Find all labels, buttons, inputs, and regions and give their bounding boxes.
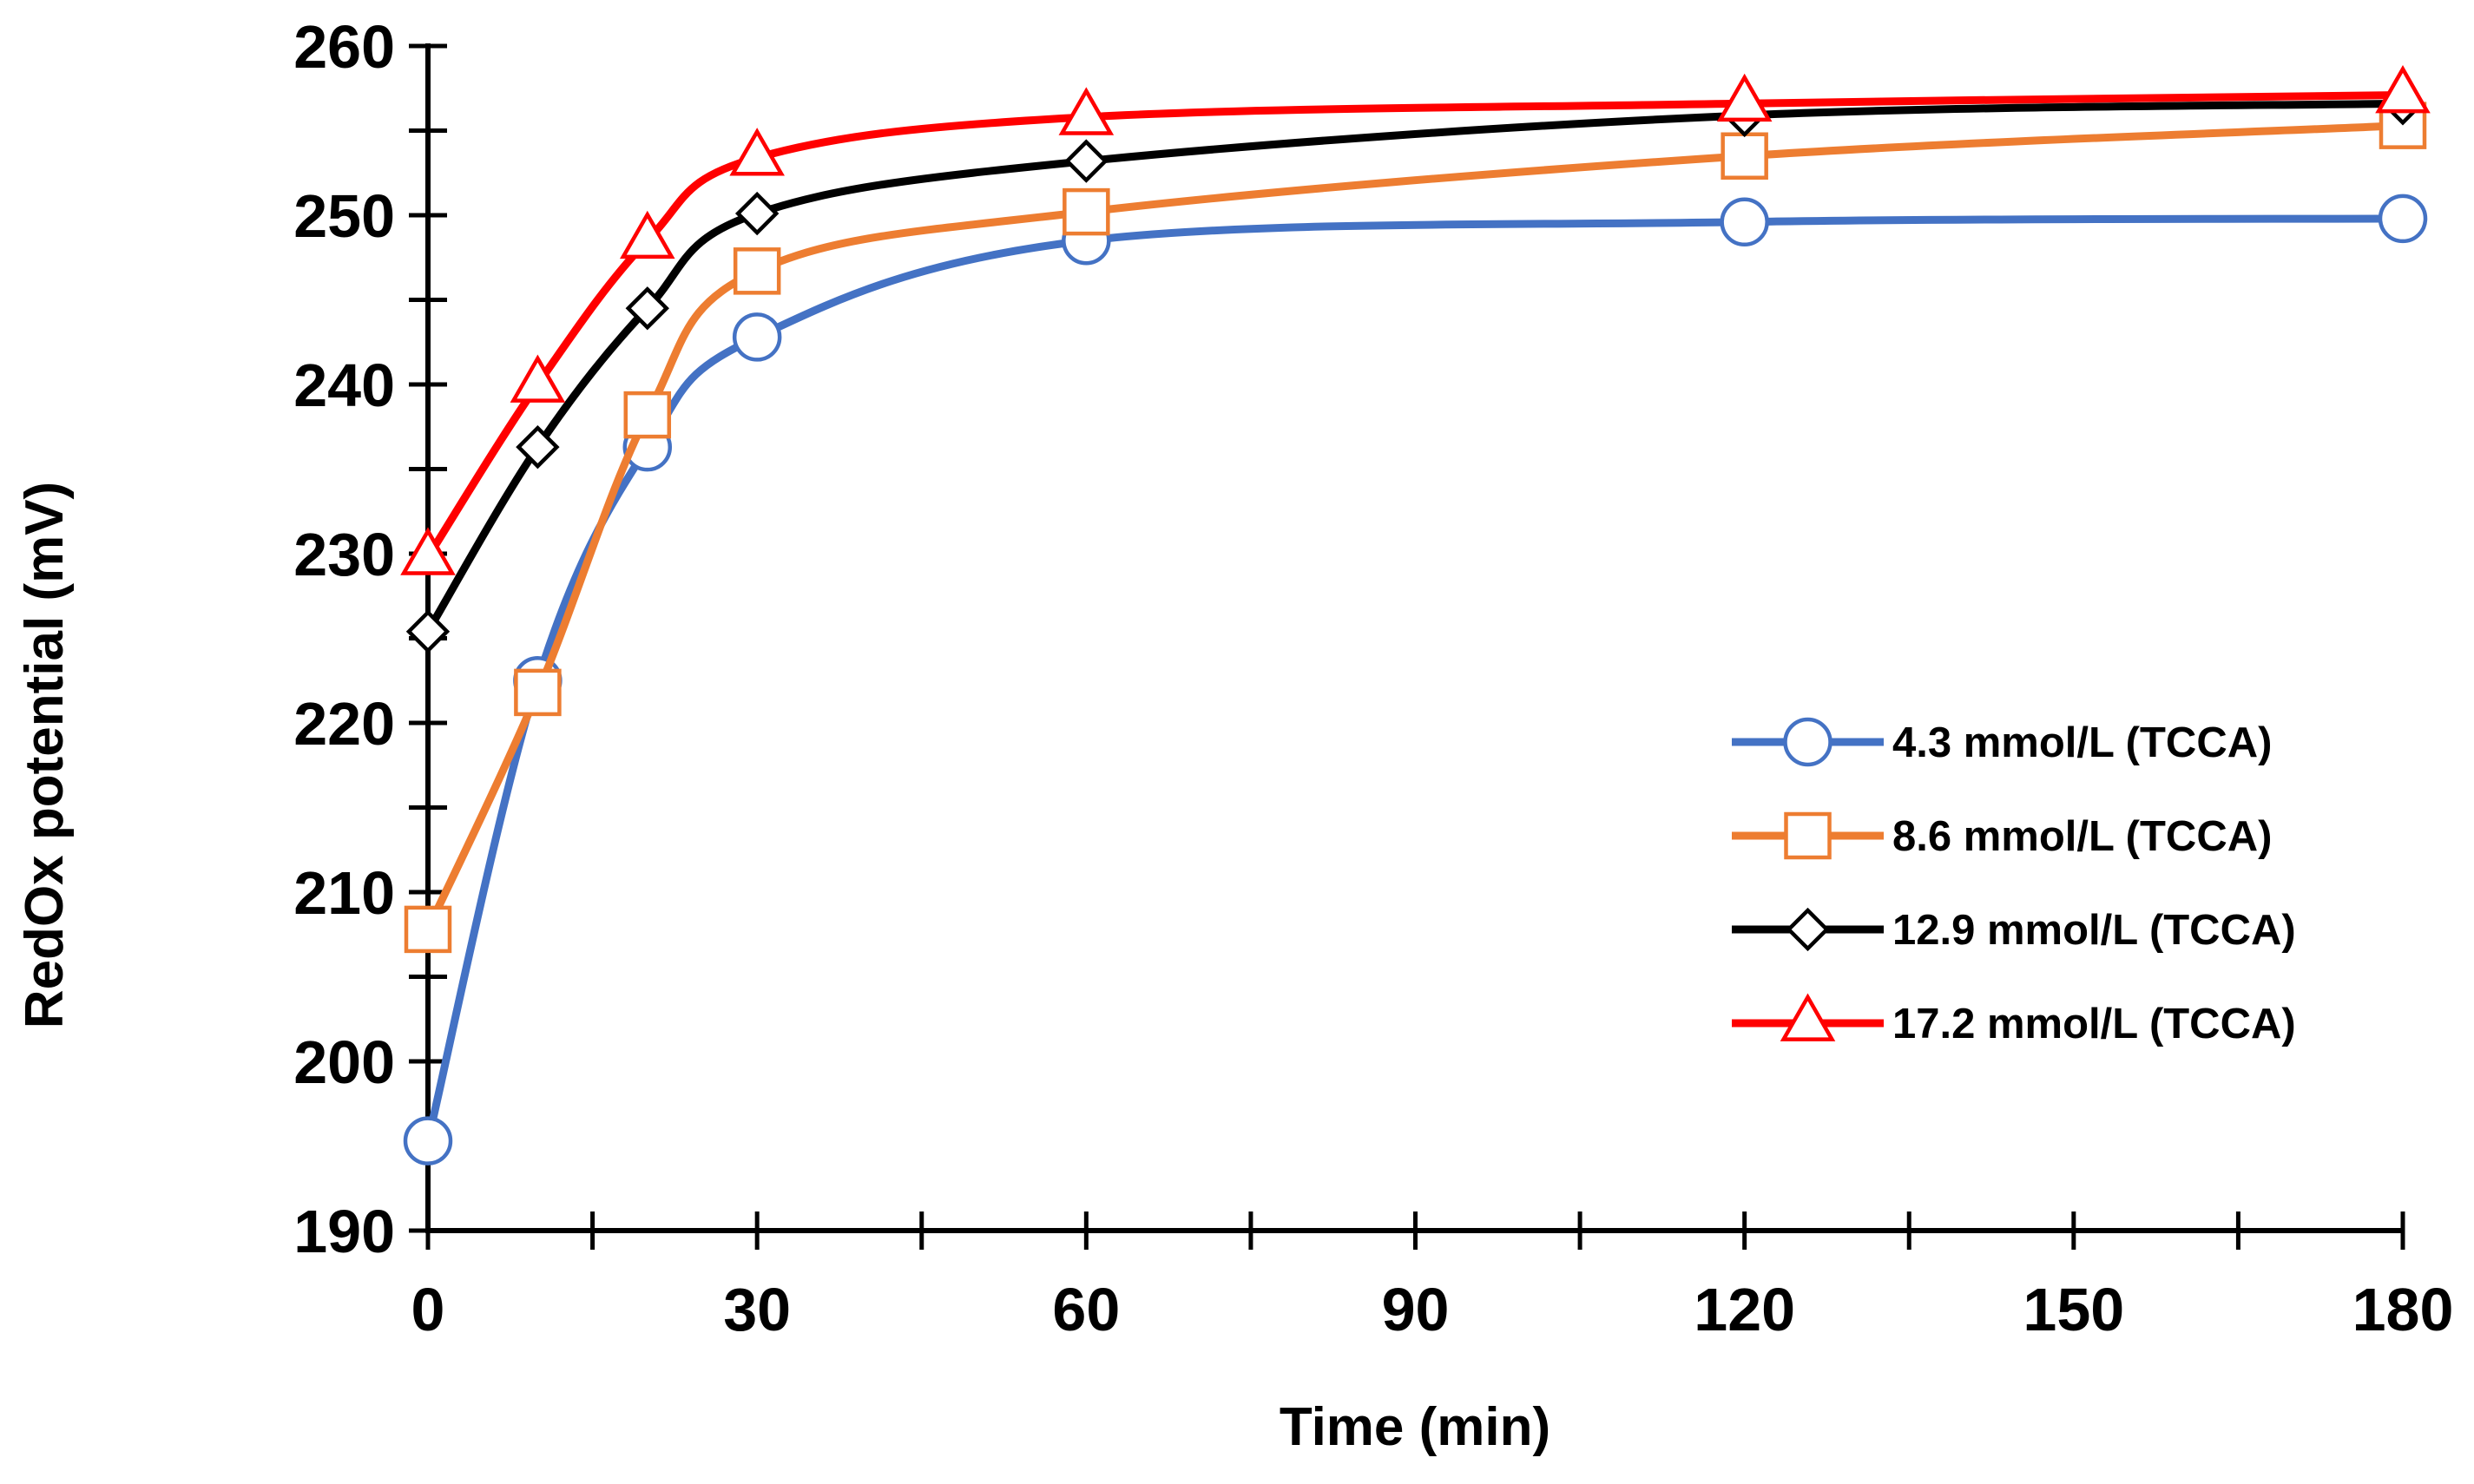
data-point (2375, 65, 2431, 114)
legend-marker (1783, 717, 1832, 767)
data-point (734, 191, 780, 236)
x-tick-label: 180 (2352, 1276, 2454, 1343)
legend-marker (1784, 811, 1832, 860)
y-axis-title: RedOx potential (mV) (15, 482, 75, 1028)
legend-label: 12.9 mmol/L (TCCA) (1892, 907, 2296, 954)
y-tick-label: 250 (293, 182, 395, 250)
legend-item: 8.6 mmol/L (TCCA) (1732, 811, 2272, 860)
series-line (424, 91, 2407, 561)
data-point (1721, 132, 1768, 180)
data-point (1063, 187, 1110, 236)
y-tick-label: 210 (293, 859, 395, 927)
data-point (405, 609, 451, 653)
data-point (623, 391, 672, 439)
data-point (1058, 87, 1115, 135)
series-line (424, 99, 2407, 636)
data-point (400, 527, 456, 575)
legend-item: 12.9 mmol/L (TCCA) (1732, 907, 2296, 954)
data-point (514, 668, 562, 717)
data-point (732, 312, 782, 362)
legend-label: 8.6 mmol/L (TCCA) (1892, 813, 2272, 860)
data-point (404, 905, 452, 954)
series-2 (404, 102, 2427, 954)
x-axis-title: Time (min) (1280, 1397, 1550, 1457)
legend-label: 4.3 mmol/L (TCCA) (1892, 719, 2272, 766)
y-tick-label: 260 (293, 13, 395, 81)
legend-item: 17.2 mmol/L (TCCA) (1732, 993, 2296, 1047)
x-tick-label: 60 (1052, 1276, 1120, 1343)
legend: 4.3 mmol/L (TCCA) 8.6 mmol/L (TCCA) 12.9 m… (1732, 717, 2296, 1047)
data-point (403, 1116, 453, 1166)
legend-label: 17.2 mmol/L (TCCA) (1892, 1001, 2296, 1047)
data-point (1716, 73, 1773, 122)
y-tick-label: 190 (293, 1198, 395, 1265)
data-point (619, 210, 675, 259)
x-tick-label: 120 (1694, 1276, 1795, 1343)
data-point (510, 354, 566, 403)
series-layer (400, 65, 2431, 1166)
y-tick-label: 240 (293, 351, 395, 419)
series-line (424, 121, 2407, 934)
x-tick-label: 150 (2023, 1276, 2124, 1343)
x-tick-label: 90 (1382, 1276, 1450, 1343)
series-3 (405, 82, 2425, 653)
x-tick-label: 0 (411, 1276, 445, 1343)
legend-marker (1780, 993, 1836, 1041)
legend-marker (1786, 907, 1830, 952)
y-tick-label: 220 (293, 690, 395, 758)
data-point (625, 286, 669, 331)
data-point (729, 128, 785, 176)
y-tick-label: 230 (293, 521, 395, 588)
data-point (1720, 197, 1769, 247)
legend-item: 4.3 mmol/L (TCCA) (1732, 717, 2272, 767)
x-tick-label: 30 (723, 1276, 791, 1343)
y-tick-label: 200 (293, 1028, 395, 1096)
axes: 190 200 210 220 230 240 250 260 0 30 60 90 120 150 180 (293, 13, 2453, 1343)
data-point (1064, 139, 1109, 183)
data-point (733, 247, 781, 295)
series-4 (400, 65, 2431, 575)
data-point (516, 424, 560, 469)
data-point (2378, 194, 2428, 244)
